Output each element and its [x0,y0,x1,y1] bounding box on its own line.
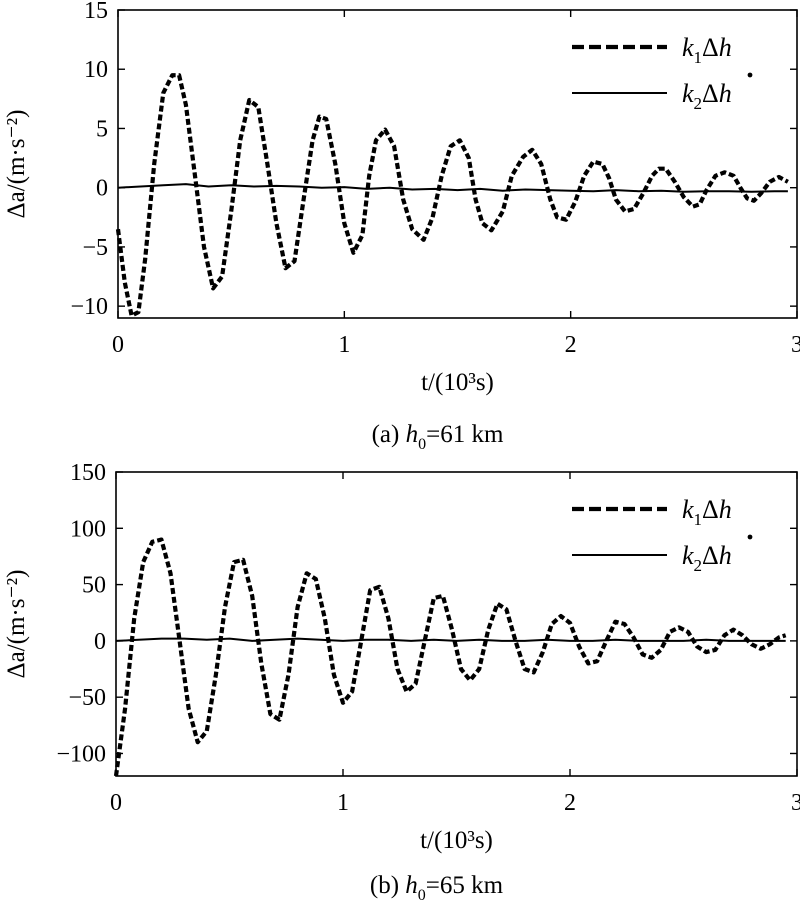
y-tick-label: 15 [84,0,108,24]
y-tick-label: 150 [70,460,106,486]
y-tick-label: 100 [70,516,106,542]
panel-caption: (a) h0=61 km [372,421,504,453]
x-tick-label: 0 [110,790,122,816]
x-tick-label: 1 [337,790,349,816]
legend-label: k1Δh [682,33,732,67]
x-tick-label: 0 [112,332,124,358]
x-tick-label: 2 [564,790,576,816]
y-axis-label: Δa/(m·s⁻²) [3,110,30,219]
derivative-dot [747,534,753,540]
derivative-dot [747,72,753,78]
panel-b: 0 1 2 3 −100 −50 0 50 100 150 Δa/(m·s⁻²) t/(10³s) k1… [3,460,800,904]
y-axis-label: Δa/(m·s⁻²) [3,570,30,679]
y-tick-label: 10 [84,57,108,83]
legend: k1Δh k2Δh [572,495,753,575]
x-tick-label: 1 [338,332,350,358]
legend-label: k1Δh [682,495,732,529]
y-tick-label: 5 [96,116,108,142]
x-axis-label: t/(10³s) [420,827,493,854]
series-line-k1-dh [115,73,789,318]
plot-frame [117,9,798,319]
series-line-k1-dh [113,537,787,777]
y-tick-label: 0 [96,176,108,202]
y-tick-label: −50 [68,685,106,711]
series-line-k2-dhdot [115,637,786,642]
plot-frame [115,471,798,777]
legend-label: k2Δh [682,79,732,113]
legend: k1Δh k2Δh [572,33,753,113]
y-tick-label: 50 [82,573,106,599]
y-tick-label: −100 [56,741,106,767]
x-tick-label: 3 [791,790,800,816]
series-line-k2-dhdot [117,183,788,193]
y-tick-label: −5 [82,235,108,261]
legend-label: k2Δh [682,541,732,575]
x-axis-label: t/(10³s) [421,369,494,396]
panel-caption: (b) h0=65 km [370,872,504,904]
y-tick-label: 0 [94,629,106,655]
x-tick-label: 2 [565,332,577,358]
x-tick-label: 3 [791,332,800,358]
panel-a: 0 1 2 3 −10 −5 0 5 10 15 Δa/(m·s⁻²) t/(10³s) k1Δh k2Δ… [3,0,800,453]
y-tick-label: −10 [70,294,108,320]
